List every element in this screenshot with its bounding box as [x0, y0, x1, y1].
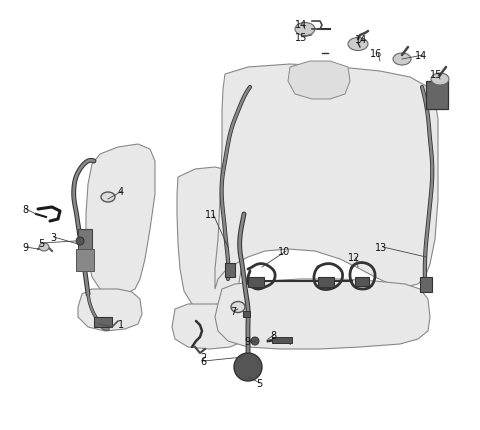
Bar [355, 277, 369, 286]
Text: 16: 16 [370, 49, 382, 59]
Ellipse shape [39, 243, 49, 252]
Text: 15: 15 [430, 70, 443, 80]
Text: 14: 14 [295, 20, 307, 30]
Ellipse shape [393, 54, 411, 66]
Polygon shape [215, 65, 438, 289]
Text: 7: 7 [230, 306, 236, 316]
Bar [76, 249, 94, 271]
Ellipse shape [231, 302, 245, 313]
Circle shape [76, 237, 84, 246]
Ellipse shape [431, 74, 449, 86]
Text: 14: 14 [355, 35, 367, 45]
Bar [272, 337, 292, 343]
Text: 11: 11 [205, 209, 217, 219]
Ellipse shape [101, 193, 115, 203]
Polygon shape [215, 280, 430, 349]
Text: 8: 8 [22, 205, 28, 215]
Bar [248, 277, 264, 287]
Circle shape [251, 337, 259, 345]
Text: 12: 12 [348, 252, 360, 262]
Text: 8: 8 [270, 330, 276, 340]
Text: 9: 9 [244, 336, 250, 346]
Text: 13: 13 [375, 243, 387, 252]
Circle shape [234, 353, 262, 381]
Text: 15: 15 [295, 33, 307, 43]
Text: 10: 10 [278, 246, 290, 256]
Text: 1: 1 [118, 319, 124, 329]
Bar [420, 277, 432, 292]
Text: 6: 6 [200, 356, 206, 366]
Bar [426, 82, 448, 110]
Polygon shape [177, 168, 245, 309]
Polygon shape [86, 144, 155, 294]
Polygon shape [172, 304, 248, 349]
Bar [94, 317, 112, 327]
Ellipse shape [348, 38, 368, 51]
Text: 3: 3 [50, 233, 56, 243]
Bar [225, 264, 235, 277]
Text: 2: 2 [200, 352, 206, 362]
Bar [78, 230, 92, 258]
Text: 5: 5 [38, 239, 44, 249]
Polygon shape [288, 62, 350, 100]
Text: 14: 14 [415, 51, 427, 61]
Text: 5: 5 [256, 378, 262, 388]
Bar [318, 277, 334, 287]
Ellipse shape [295, 24, 315, 37]
Polygon shape [78, 289, 142, 331]
Text: 9: 9 [22, 243, 28, 252]
Bar [243, 311, 250, 317]
Text: 4: 4 [118, 187, 124, 197]
